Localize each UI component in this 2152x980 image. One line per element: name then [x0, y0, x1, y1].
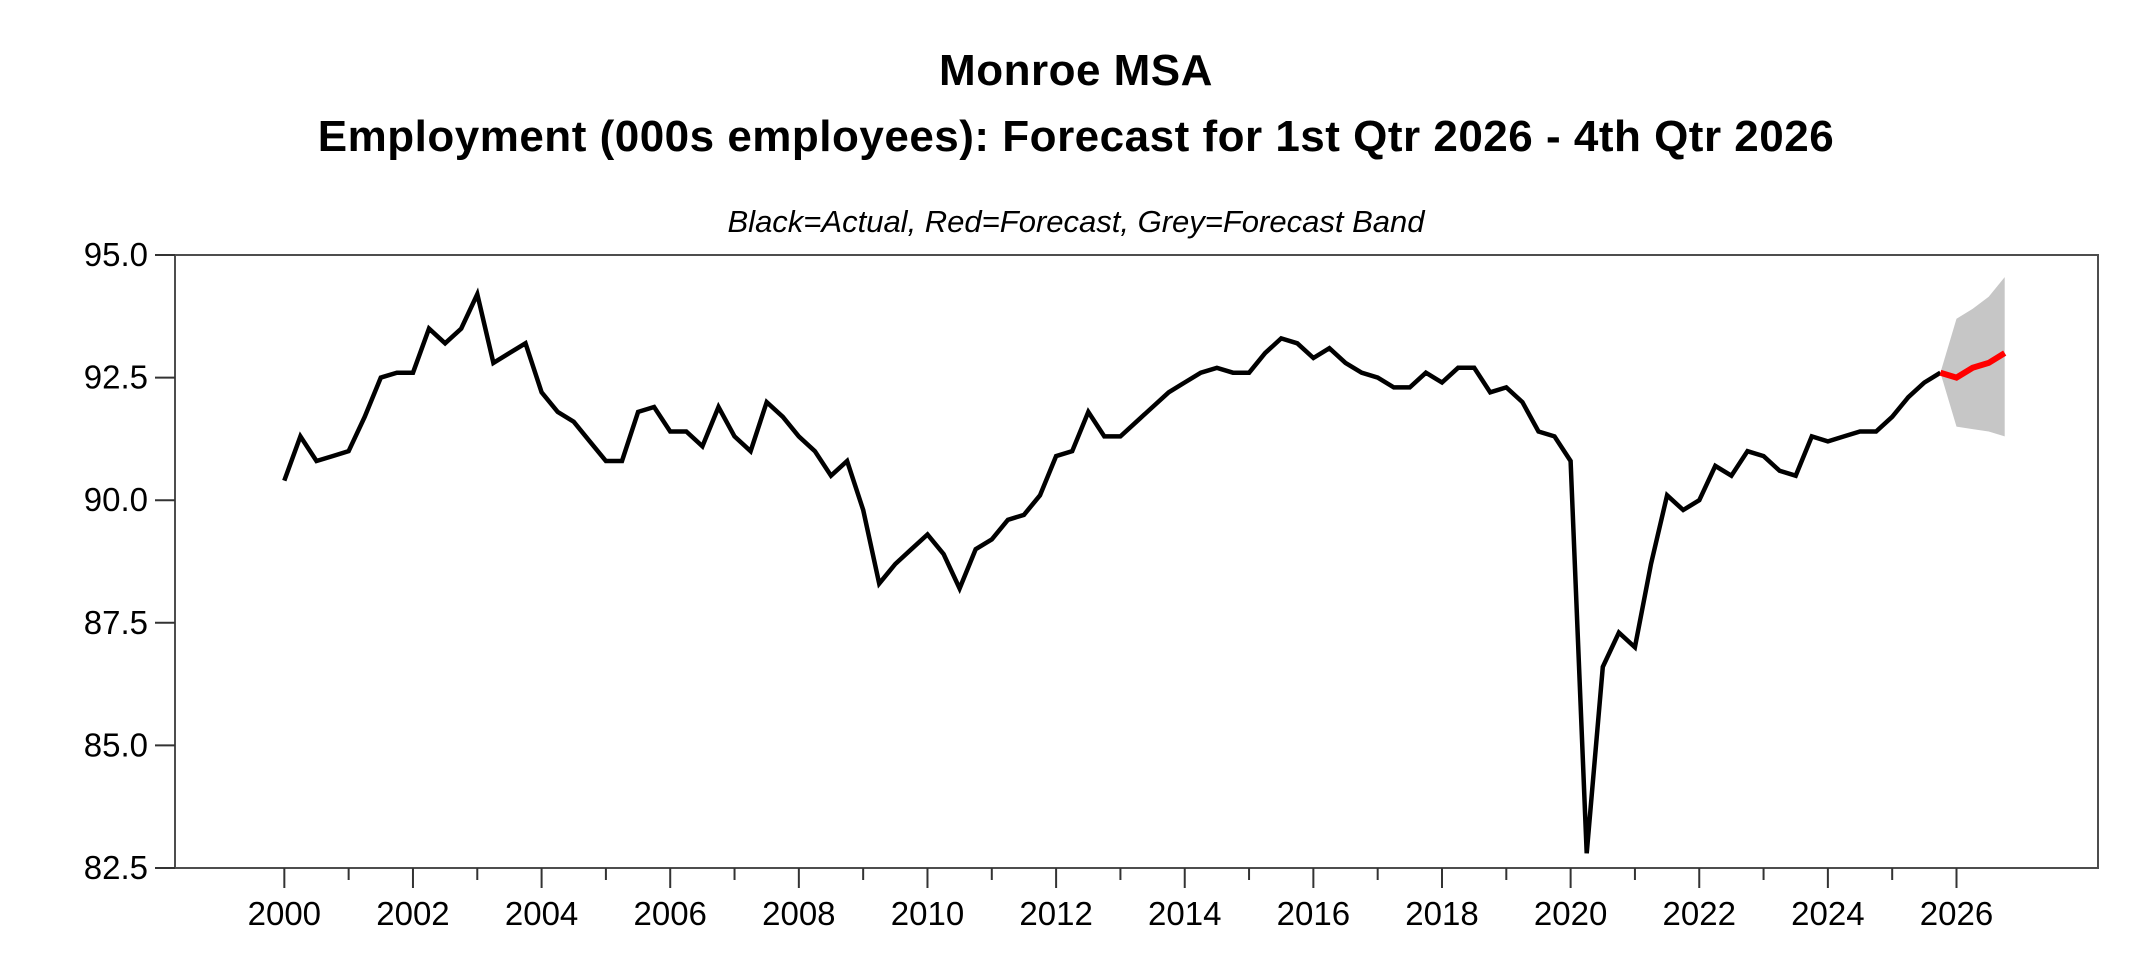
chart-title-line1: Monroe MSA: [939, 46, 1213, 95]
actual-series-line: [282, 287, 1942, 854]
y-tick-label: 82.5: [84, 849, 148, 886]
chart-title-line2: Employment (000s employees): Forecast fo…: [317, 112, 1835, 161]
x-tick-label: 2004: [505, 895, 578, 932]
x-tick-label: 2016: [1277, 895, 1350, 932]
x-tick-label: 2008: [762, 895, 835, 932]
y-tick-label: 85.0: [84, 726, 148, 763]
chart-title: Monroe MSA Employment (000s employees): …: [0, 38, 2152, 170]
x-tick-label: 2026: [1920, 895, 1993, 932]
x-tick-label: 2014: [1148, 895, 1221, 932]
x-tick-label: 2012: [1019, 895, 1092, 932]
x-axis: 2000 2002 2004 2006 2008 2010 2012 2014 2016 2018…: [248, 868, 1993, 932]
y-axis: 82.5 85.0 87.5 90.0 92.5 95.0: [84, 236, 175, 886]
y-tick-label: 87.5: [84, 604, 148, 641]
x-tick-label: 2020: [1534, 895, 1607, 932]
x-tick-label: 2000: [248, 895, 321, 932]
forecast-series-line: [1939, 350, 2007, 381]
x-tick-label: 2006: [634, 895, 707, 932]
x-tick-label: 2002: [376, 895, 449, 932]
y-tick-label: 92.5: [84, 359, 148, 396]
plot-frame: [174, 254, 2099, 869]
x-tick-label: 2024: [1791, 895, 1864, 932]
x-tick-label: 2022: [1663, 895, 1736, 932]
x-tick-label: 2010: [891, 895, 964, 932]
y-tick-label: 95.0: [84, 236, 148, 273]
y-tick-label: 90.0: [84, 481, 148, 518]
chart-legend-subtitle: Black=Actual, Red=Forecast, Grey=Forecas…: [727, 204, 1425, 239]
forecast-band-area: [1940, 277, 2005, 437]
x-tick-label: 2018: [1405, 895, 1478, 932]
